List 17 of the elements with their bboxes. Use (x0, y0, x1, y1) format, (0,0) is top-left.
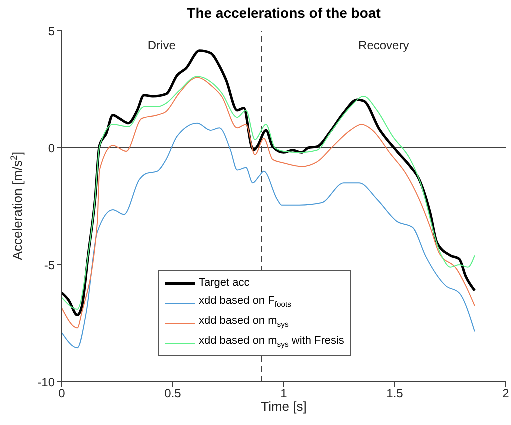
x-axis-title: Time [s] (261, 399, 307, 414)
x-tick-label: 0 (58, 386, 66, 401)
legend-label: xdd based on F$_{foots}$ (199, 294, 292, 310)
y-tick-label: -5 (44, 258, 56, 272)
legend-label: xdd based on m$_{sys}$ with Fresis (199, 334, 344, 350)
x-tick-label: 0.5 (164, 386, 182, 401)
y-tick-label: -10 (38, 375, 56, 390)
legend-label: xdd based on m$_{sys}$ (199, 314, 289, 330)
x-tick-label: 2 (502, 386, 510, 401)
y-tick-label: 5 (48, 24, 56, 38)
annotation: Recovery (358, 38, 410, 52)
legend-label: Target acc (199, 277, 250, 289)
x-tick-label: 1 (280, 386, 288, 401)
annotation: Drive (148, 38, 176, 52)
chart-title: The accelerations of the boat (187, 5, 382, 21)
x-tick-label: 1.5 (386, 386, 404, 401)
y-tick-label: 0 (48, 141, 56, 156)
